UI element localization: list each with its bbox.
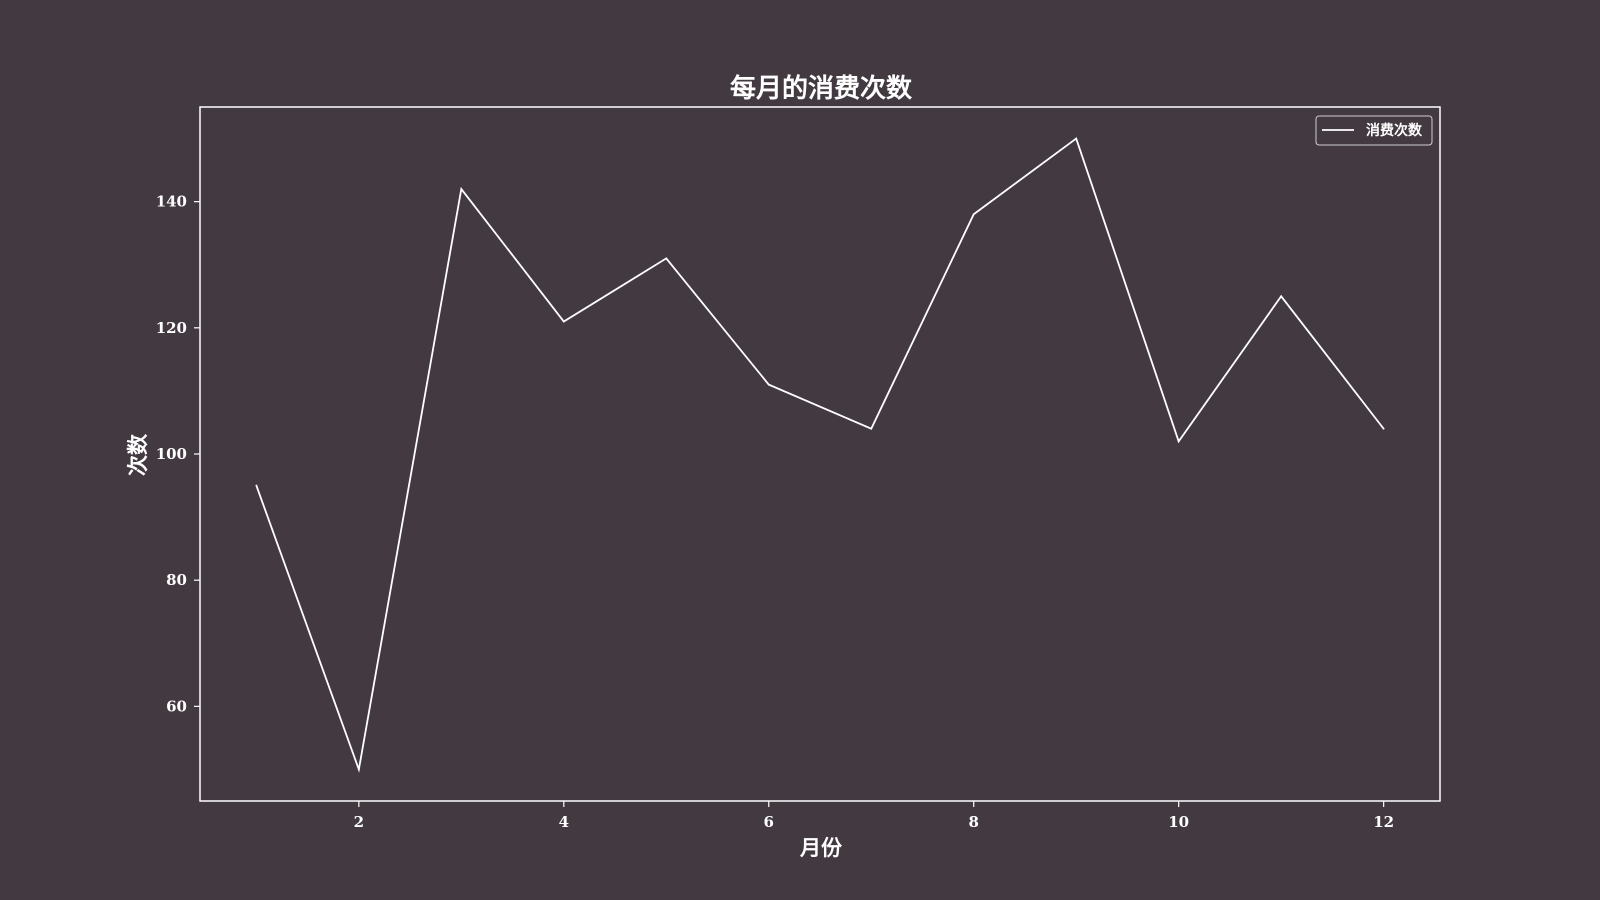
x-tick-label: 2 [354,813,364,831]
data-point [460,188,462,190]
data-point [1178,440,1180,442]
data-point [563,321,565,323]
data-point [1075,138,1077,140]
y-axis-label: 次数 [125,433,150,476]
x-tick-label: 10 [1168,813,1189,831]
data-point [870,428,872,430]
x-tick-label: 6 [764,813,774,831]
y-axis-ticks: 60 80 100 120 140 [156,193,200,716]
y-tick-label: 80 [166,571,187,589]
x-tick-label: 12 [1373,813,1394,831]
plot-area-frame [200,107,1440,801]
y-tick-label: 100 [156,445,187,463]
data-point [1383,428,1385,430]
series-line [256,139,1383,770]
x-axis-ticks: 2 4 6 8 10 12 [354,801,1394,831]
data-point [665,258,667,260]
data-point [973,213,975,215]
data-point [358,769,360,771]
y-tick-label: 60 [166,697,187,715]
y-tick-label: 140 [156,193,187,211]
data-point [255,485,257,487]
chart-title: 每月的消费次数 [730,73,913,104]
series-layer [255,138,1384,771]
x-axis-label: 月份 [799,835,843,860]
x-tick-label: 4 [559,813,569,831]
data-point [768,384,770,386]
x-tick-label: 8 [969,813,979,831]
legend-label: 消费次数 [1366,122,1423,139]
data-point [1280,295,1282,297]
legend: 消费次数 [1316,116,1432,145]
y-tick-label: 120 [156,319,187,337]
